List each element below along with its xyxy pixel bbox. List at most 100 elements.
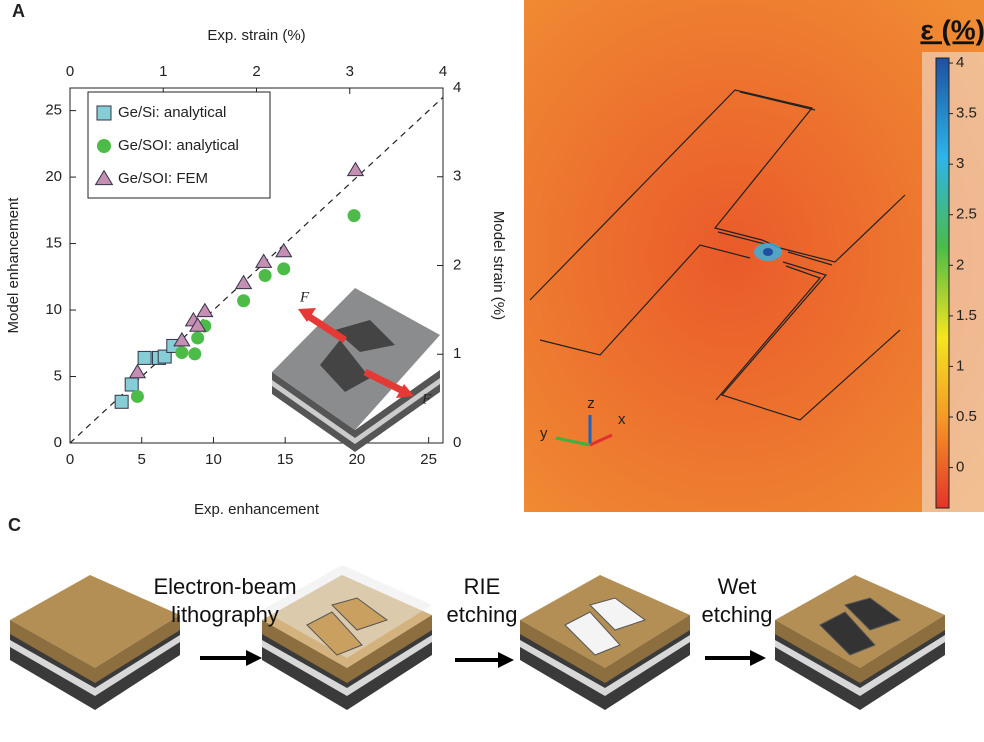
h-structure <box>529 89 906 421</box>
colorbar-tick-label: 1 <box>956 357 964 374</box>
block-layer <box>10 635 180 696</box>
y2-tick-label: 1 <box>453 345 461 362</box>
y-tick-label: 15 <box>45 235 62 252</box>
colorbar-title: ε (%) <box>920 14 984 45</box>
x-tick-label: 20 <box>349 451 366 468</box>
block-top <box>10 575 180 668</box>
legend-marker <box>97 139 111 153</box>
block-top <box>775 575 945 668</box>
x-tick-label: 25 <box>420 451 437 468</box>
point <box>277 262 291 276</box>
point <box>175 346 189 360</box>
x-tick-label: 0 <box>66 451 74 468</box>
etched-pattern <box>844 597 902 631</box>
point <box>196 302 214 318</box>
process-label: lithography <box>171 602 279 627</box>
point <box>157 349 172 364</box>
point <box>188 317 207 332</box>
y-tick-label: 0 <box>54 434 62 451</box>
colorbar-tick-label: 3 <box>956 155 964 172</box>
x-axis-label: Exp. enhancement <box>194 501 320 518</box>
colorbar-tick-label: 3.5 <box>956 105 977 122</box>
etched-pattern <box>306 611 363 656</box>
x2-axis-label: Exp. strain (%) <box>207 27 305 44</box>
force-arrowhead <box>396 384 414 398</box>
process-label: etching <box>702 602 773 627</box>
y2-tick-label: 3 <box>453 168 461 185</box>
axis-triad <box>555 415 613 447</box>
x2-tick-label: 1 <box>159 63 167 80</box>
block-layer <box>262 615 432 683</box>
process-label: RIE <box>464 574 501 599</box>
force-arrowhead <box>298 308 316 322</box>
colorbar <box>935 57 950 509</box>
point <box>237 294 251 308</box>
colorbar-tick-label: 4 <box>956 54 964 71</box>
point <box>114 394 129 409</box>
x-tick-label: 5 <box>138 451 146 468</box>
y-tick-label: 5 <box>54 367 62 384</box>
point <box>275 242 293 258</box>
colorbar-tick-label: 0.5 <box>956 408 977 425</box>
inset-top <box>272 288 440 430</box>
panel-label: C <box>8 515 21 535</box>
block-layer <box>262 635 432 696</box>
force-arrow <box>303 311 347 343</box>
panel-label: A <box>12 1 25 21</box>
x2-tick-label: 4 <box>439 63 447 80</box>
point <box>346 161 365 177</box>
y-tick-label: 10 <box>45 301 62 318</box>
point <box>258 268 272 282</box>
process-block <box>262 565 432 710</box>
y-axis-label: Model enhancement <box>5 197 22 334</box>
point <box>124 377 139 392</box>
inset-side <box>272 370 440 452</box>
y2-axis-label: Model strain (%) <box>490 211 507 320</box>
point <box>234 274 253 290</box>
block-top <box>262 575 432 668</box>
point <box>191 331 205 345</box>
force-arrow <box>363 368 407 396</box>
legend-marker <box>94 169 114 186</box>
point <box>254 253 273 268</box>
point <box>137 350 152 365</box>
etched-pattern <box>589 597 647 631</box>
y2-tick-label: 0 <box>453 434 461 451</box>
point <box>347 209 361 223</box>
point <box>188 347 202 361</box>
axis-letter: y <box>540 425 548 442</box>
colorbar-tick-label: 1.5 <box>956 307 977 324</box>
process-label: Wet <box>718 574 757 599</box>
x2-tick-label: 3 <box>346 63 354 80</box>
colorbar-tick-label: 0 <box>956 459 964 476</box>
x-tick-label: 10 <box>205 451 222 468</box>
legend-label: Ge/Si: analytical <box>118 104 226 121</box>
legend-box <box>87 91 271 199</box>
y-tick-label: 25 <box>45 102 62 119</box>
inset-hole <box>335 320 395 352</box>
etched-pattern <box>819 611 876 656</box>
legend-marker <box>96 105 112 121</box>
process-block <box>775 575 945 710</box>
block-layer <box>520 635 690 696</box>
y-tick-label: 20 <box>45 168 62 185</box>
block-layer <box>10 615 180 683</box>
point <box>173 331 191 347</box>
process-arrows <box>200 650 766 668</box>
axis-letter: z <box>587 395 595 412</box>
etched-pattern <box>564 611 621 656</box>
point <box>130 389 144 403</box>
x2-tick-label: 0 <box>66 63 74 80</box>
axis-letter: x <box>618 411 626 428</box>
y2-tick-label: 4 <box>453 79 461 96</box>
y2-tick-label: 2 <box>453 256 461 273</box>
block-layer <box>775 635 945 696</box>
x2-tick-label: 2 <box>252 63 260 80</box>
inset-hole <box>320 340 370 392</box>
inset-label: F <box>421 391 432 407</box>
inset-label: F <box>299 289 310 305</box>
process-label: Electron-beam <box>153 574 296 599</box>
colorbar-tick-label: 2.5 <box>956 206 977 223</box>
block-top <box>520 575 690 668</box>
reference-line <box>69 96 444 444</box>
